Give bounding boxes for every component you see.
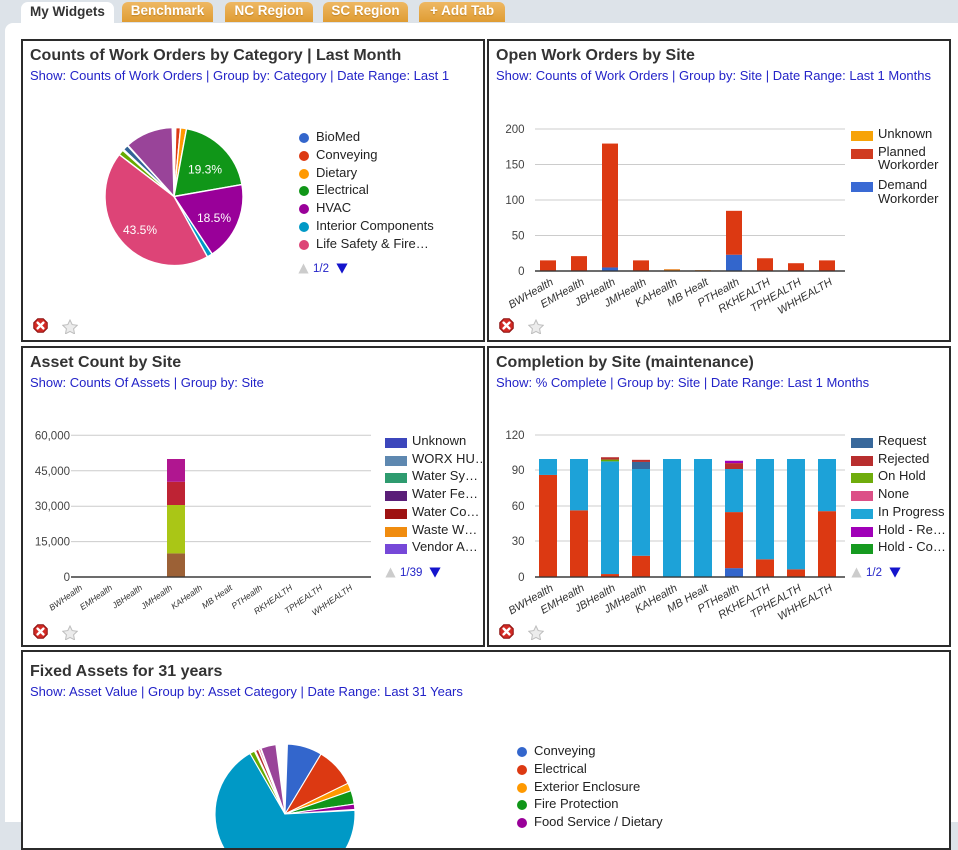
- svg-text:100: 100: [505, 195, 524, 207]
- svg-text:200: 200: [505, 124, 524, 136]
- svg-text:60: 60: [512, 501, 525, 513]
- svg-text:JMHealth: JMHealth: [138, 582, 174, 612]
- svg-text:30: 30: [512, 536, 525, 548]
- svg-text:18.5%: 18.5%: [197, 211, 231, 225]
- svg-text:KAHealth: KAHealth: [169, 582, 204, 611]
- svg-text:15,000: 15,000: [35, 537, 70, 549]
- svg-text:90: 90: [512, 465, 525, 477]
- svg-text:50: 50: [512, 231, 525, 243]
- svg-text:JBHealth: JBHealth: [109, 582, 144, 611]
- svg-text:120: 120: [505, 430, 524, 442]
- svg-text:150: 150: [505, 160, 524, 172]
- svg-text:60,000: 60,000: [35, 430, 70, 442]
- svg-text:MB Healt: MB Healt: [200, 582, 235, 611]
- svg-text:45,000: 45,000: [35, 466, 70, 478]
- svg-text:43.5%: 43.5%: [123, 223, 157, 237]
- svg-text:0: 0: [64, 572, 70, 584]
- svg-text:19.3%: 19.3%: [188, 163, 222, 177]
- svg-text:0: 0: [518, 572, 524, 584]
- svg-text:EMHealth: EMHealth: [78, 582, 115, 612]
- svg-text:BWHealth: BWHealth: [47, 582, 84, 612]
- svg-text:0: 0: [518, 266, 524, 278]
- svg-text:30,000: 30,000: [35, 501, 70, 513]
